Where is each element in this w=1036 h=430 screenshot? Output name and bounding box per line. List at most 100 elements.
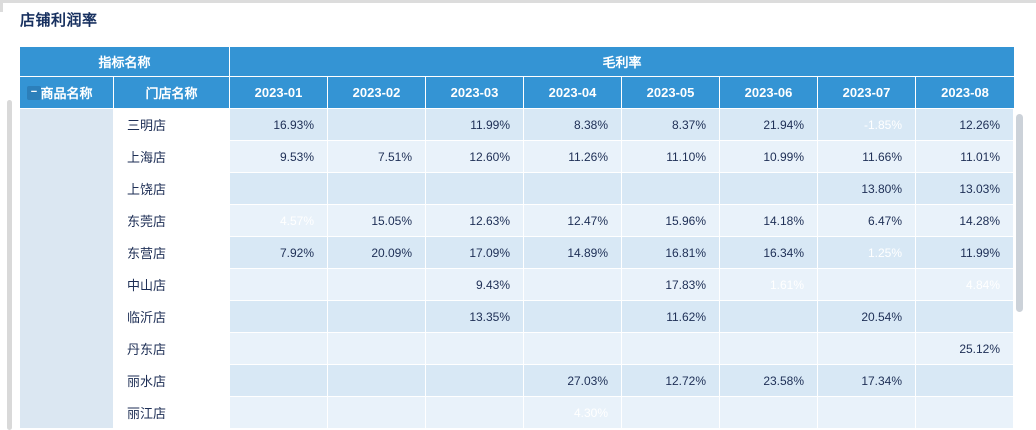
margin-cell	[524, 301, 623, 333]
margin-cell: 20.54%	[818, 301, 917, 333]
margin-cell	[426, 397, 525, 429]
table-row: 上饶店 13.80% 13.03%	[20, 173, 1015, 205]
margin-cell: 13.35%	[426, 301, 525, 333]
margin-cell	[426, 365, 525, 397]
margin-cell	[328, 301, 427, 333]
margin-cell: 4.57%	[230, 205, 329, 237]
table-row: 中山店 9.43% 17.83% 1.61% 4.84%	[20, 269, 1015, 301]
margin-cell	[426, 173, 525, 205]
margin-cell	[818, 397, 917, 429]
collapse-minus-icon[interactable]: −	[27, 85, 41, 100]
margin-cell: 4.84%	[916, 269, 1015, 301]
margin-cell	[230, 301, 329, 333]
margin-cell: 7.92%	[230, 237, 329, 269]
margin-cell: 17.83%	[622, 269, 721, 301]
table-row: 东莞店 4.57% 15.05% 12.63% 12.47% 15.96% 14…	[20, 205, 1015, 237]
margin-cell: 11.26%	[524, 141, 623, 173]
store-name-cell: 东莞店	[114, 205, 231, 237]
month-column-header: 2023-03	[426, 77, 525, 109]
left-border	[0, 0, 3, 12]
profit-margin-table: 指标名称 毛利率 − 商品名称 门店名称 2023-01 2023-02 202…	[20, 47, 1015, 429]
margin-cell: 10.99%	[720, 141, 819, 173]
margin-cell: 14.28%	[916, 205, 1015, 237]
margin-cell: 9.53%	[230, 141, 329, 173]
margin-cell: 12.63%	[426, 205, 525, 237]
margin-cell: 11.01%	[916, 141, 1015, 173]
margin-cell	[622, 333, 721, 365]
month-column-header: 2023-01	[230, 77, 329, 109]
margin-cell: 16.93%	[230, 109, 329, 141]
margin-cell: 25.12%	[916, 333, 1015, 365]
margin-cell	[818, 269, 917, 301]
store-column-header: 门店名称	[114, 77, 231, 109]
margin-cell	[230, 333, 329, 365]
store-name-cell: 上海店	[114, 141, 231, 173]
margin-cell: 11.99%	[916, 237, 1015, 269]
metric-group-header: 毛利率	[230, 47, 1015, 77]
store-name-cell: 临沂店	[114, 301, 231, 333]
table-row: 丽江店 4.30%	[20, 397, 1015, 429]
margin-cell	[720, 173, 819, 205]
month-column-header: 2023-04	[524, 77, 623, 109]
margin-cell: 11.10%	[622, 141, 721, 173]
margin-cell: 17.34%	[818, 365, 917, 397]
margin-cell: 11.66%	[818, 141, 917, 173]
margin-cell: 1.25%	[818, 237, 917, 269]
margin-cell	[328, 269, 427, 301]
margin-cell	[916, 365, 1015, 397]
product-column-label: 商品名称	[40, 86, 93, 101]
margin-cell: 14.18%	[720, 205, 819, 237]
margin-cell	[916, 301, 1015, 333]
margin-cell	[524, 333, 623, 365]
panel-vertical-scrollbar[interactable]	[7, 100, 12, 430]
margin-cell	[328, 333, 427, 365]
margin-cell	[916, 397, 1015, 429]
table-row: 丽水店 27.03% 12.72% 23.58% 17.34%	[20, 365, 1015, 397]
margin-cell	[230, 397, 329, 429]
margin-cell	[328, 397, 427, 429]
margin-cell	[720, 397, 819, 429]
margin-cell: 15.05%	[328, 205, 427, 237]
table-row: 丹东店 25.12%	[20, 333, 1015, 365]
margin-cell: 21.94%	[720, 109, 819, 141]
margin-cell: 27.03%	[524, 365, 623, 397]
product-column-header: − 商品名称	[20, 77, 114, 109]
column-header-row: − 商品名称 门店名称 2023-01 2023-02 2023-03 2023…	[20, 77, 1015, 109]
margin-cell	[328, 109, 427, 141]
margin-cell: -1.85%	[818, 109, 917, 141]
month-column-header: 2023-07	[818, 77, 917, 109]
month-column-header: 2023-06	[720, 77, 819, 109]
table-row: 上海店 9.53% 7.51% 12.60% 11.26% 11.10% 10.…	[20, 141, 1015, 173]
indicator-group-header: 指标名称	[20, 47, 231, 77]
month-column-header: 2023-05	[622, 77, 721, 109]
margin-cell: 11.99%	[426, 109, 525, 141]
margin-cell: 12.26%	[916, 109, 1015, 141]
margin-cell	[720, 333, 819, 365]
page-title: 店铺利润率	[20, 12, 98, 29]
margin-cell: 13.80%	[818, 173, 917, 205]
margin-cell: 15.96%	[622, 205, 721, 237]
top-border	[0, 0, 1036, 3]
margin-cell	[426, 333, 525, 365]
margin-cell: 12.60%	[426, 141, 525, 173]
table-row: 临沂店 13.35% 11.62% 20.54%	[20, 301, 1015, 333]
margin-cell: 7.51%	[328, 141, 427, 173]
margin-cell: 11.62%	[622, 301, 721, 333]
margin-cell: 8.37%	[622, 109, 721, 141]
margin-cell	[720, 301, 819, 333]
margin-cell	[622, 397, 721, 429]
store-name-cell: 丽水店	[114, 365, 231, 397]
margin-cell	[230, 365, 329, 397]
margin-cell	[328, 365, 427, 397]
table-row: 三明店 16.93% 11.99% 8.38% 8.37% 21.94% -1.…	[20, 109, 1015, 429]
store-name-cell: 三明店	[114, 109, 231, 141]
margin-cell: 12.47%	[524, 205, 623, 237]
table-vertical-scrollbar[interactable]	[1016, 114, 1023, 312]
margin-cell: 9.43%	[426, 269, 525, 301]
store-name-cell: 丹东店	[114, 333, 231, 365]
margin-cell: 1.61%	[720, 269, 819, 301]
margin-cell	[524, 269, 623, 301]
margin-cell	[524, 173, 623, 205]
margin-cell: 17.09%	[426, 237, 525, 269]
